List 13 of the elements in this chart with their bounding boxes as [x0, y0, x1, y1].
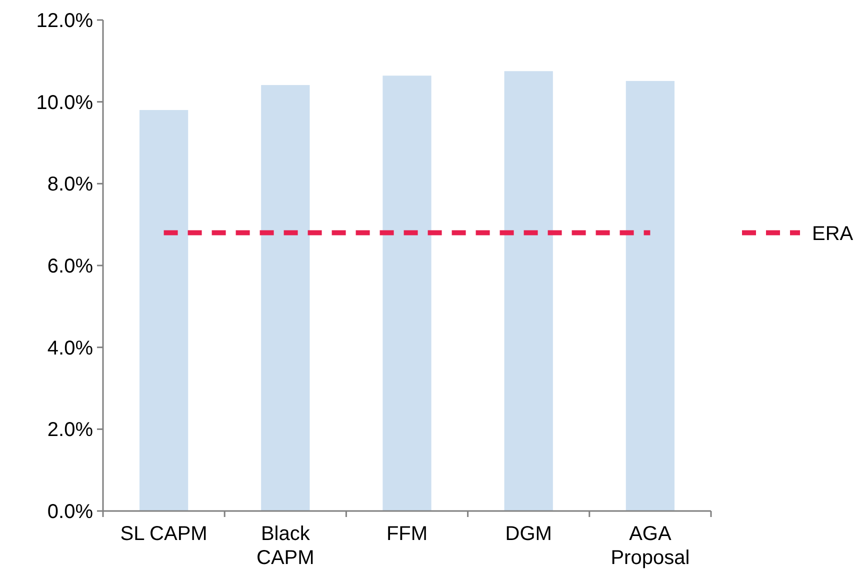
- x-tick-label: Black CAPM: [256, 523, 314, 569]
- legend-label: ERA: [812, 222, 854, 245]
- y-tick-label: 2.0%: [47, 419, 94, 442]
- y-tick-label: 8.0%: [47, 174, 94, 196]
- y-tick-label: 10.0%: [36, 92, 94, 114]
- x-tick-label: SL CAPM: [120, 523, 208, 545]
- y-tick-label: 6.0%: [47, 256, 94, 278]
- y-tick-label: 0.0%: [47, 501, 94, 523]
- y-tick-label: 4.0%: [47, 337, 94, 360]
- x-tick-label: DGM: [505, 523, 552, 545]
- y-tick-label: 12.0%: [36, 10, 94, 32]
- x-tick-label: AGA Proposal: [610, 523, 690, 569]
- x-tick-label: FFM: [386, 523, 428, 545]
